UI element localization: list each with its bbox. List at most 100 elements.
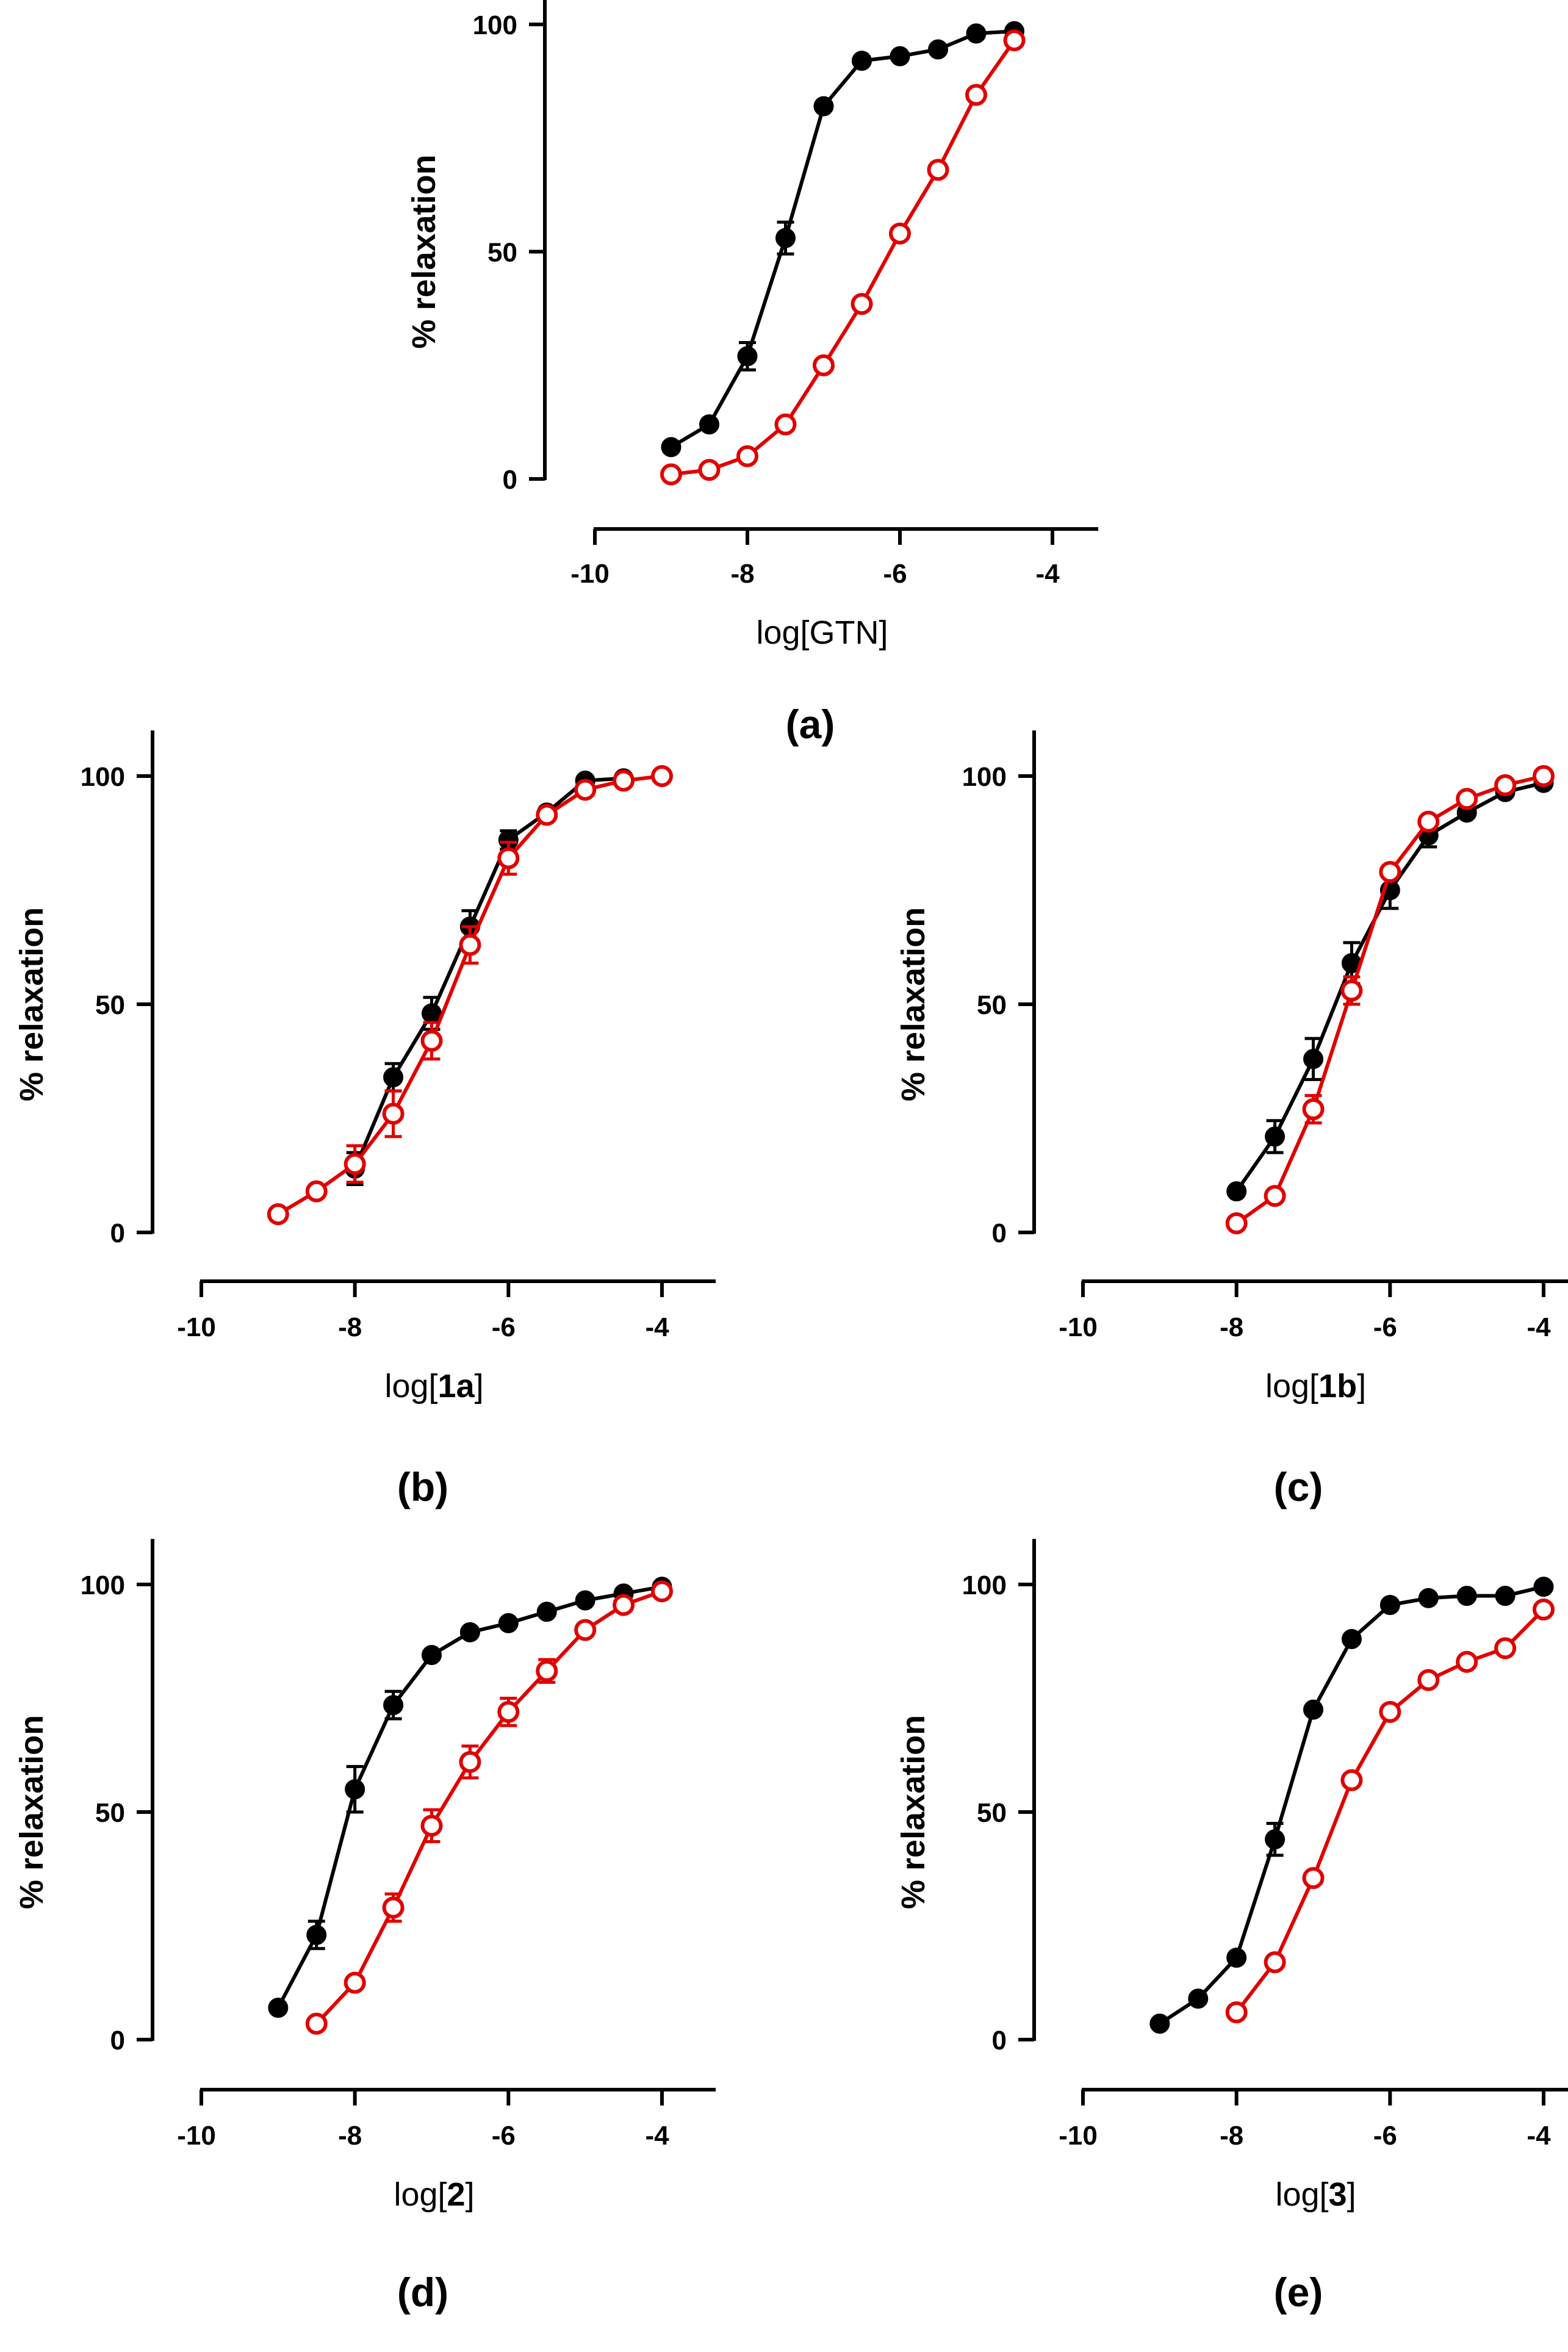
panel-a-x-tick-label: -6 [883, 559, 907, 589]
panel-e-point [1417, 1669, 1440, 1691]
panel-d-point [574, 1619, 597, 1641]
panel-e-point [1225, 2001, 1248, 2024]
panel-b-y-tick-label: 0 [110, 1218, 125, 1248]
panel-d-x-tick-label: -8 [338, 2121, 362, 2151]
panel-a-x-tick-label: -4 [1035, 559, 1060, 589]
panel-a-point [1003, 29, 1026, 52]
panel-e-y-label: % relaxation [895, 1715, 932, 1909]
panel-e-x-tick-label: -6 [1373, 2121, 1397, 2151]
panel-a-y-tick-label: 0 [503, 465, 517, 495]
panel-c-point [1302, 1098, 1325, 1121]
panel-e-label: (e) [1274, 2270, 1323, 2315]
panel-d-point [459, 1750, 481, 1773]
panel-a-x-tick-label: -10 [570, 559, 610, 589]
panel-b-y-label: % relaxation [13, 907, 50, 1101]
panel-e-point [1456, 1586, 1477, 1606]
panel-a-x-label-prefix: log[ [756, 614, 809, 651]
panel-b-point [613, 769, 635, 792]
panel-a-point [699, 414, 719, 435]
panel-c-point [1265, 1126, 1286, 1147]
panel-a-x-label-suffix: ] [879, 614, 888, 651]
panel-a-y-tick-label: 100 [473, 10, 517, 40]
panel-d-point [306, 1924, 327, 1945]
panel-a-label: (a) [786, 702, 835, 747]
panel-d-label: (d) [397, 2270, 448, 2315]
panel-a-point [737, 346, 758, 367]
panel-e-point [1494, 1637, 1517, 1660]
panel-e-x-label: log[3] [1275, 2176, 1356, 2213]
panel-b-label: (b) [397, 1464, 448, 1509]
panel-d-point [575, 1590, 595, 1611]
panel-b-x-label-prefix: log[ [384, 1368, 437, 1404]
panel-e-point [1533, 1577, 1554, 1597]
panel-d-point [383, 1695, 404, 1716]
panel-e-point [1149, 2013, 1170, 2034]
panel-e-point [1302, 1867, 1325, 1890]
panel-a-point [698, 459, 721, 481]
panel-e-point [1303, 1699, 1323, 1720]
panel-e-series-line [1159, 1584, 1544, 2026]
panel-b-x-tick-label: -6 [492, 1312, 516, 1342]
panel-d-x-tick-label: -10 [177, 2121, 216, 2151]
panel-c-point [1456, 788, 1478, 810]
panel-d-point [268, 1998, 289, 2018]
panel-c-point [1379, 861, 1401, 883]
panel-c-point [1340, 979, 1363, 1002]
panel-c-x-tick-label: -10 [1059, 1312, 1098, 1342]
panel-b-point [383, 1067, 404, 1088]
panel-e-y-tick-label: 0 [992, 2026, 1007, 2055]
panel-b-point [422, 1003, 442, 1024]
panel-d-y-tick-label: 100 [81, 1570, 125, 1600]
panel-e-point [1226, 1947, 1247, 1968]
panel-a-point [927, 159, 949, 181]
panel-e-x-label-compound: 3 [1329, 2176, 1347, 2213]
panel-a-series-line [670, 29, 1015, 449]
panel-d-point [536, 1660, 558, 1682]
panel-a-point [928, 39, 948, 60]
panel-b-x-tick-label: -8 [338, 1312, 362, 1342]
panel-d-point [305, 2012, 328, 2035]
panel-c-label: (c) [1274, 1464, 1323, 1509]
panel-a-point [852, 51, 872, 71]
panel-e-point [1379, 1595, 1400, 1616]
panel-d-x-label-suffix: ] [466, 2176, 475, 2213]
panel-d-x-tick-label: -4 [645, 2121, 669, 2151]
panel-e-point [1188, 1988, 1209, 2009]
panel-e-point [1379, 1700, 1401, 1723]
panel-c-point [1417, 810, 1440, 833]
panel-b-point [343, 1153, 366, 1175]
panel-d: 0 50 100 -10 -8 -6 -4 % relaxation log[2] (d) [13, 1539, 716, 2315]
panel-e-series-black [1149, 1577, 1554, 2034]
panel-e-x-label-suffix: ] [1347, 2176, 1356, 2213]
panel-e-point [1340, 1769, 1363, 1791]
panel-d-series-red [305, 1580, 673, 2035]
panel-b-point [305, 1180, 328, 1203]
panel-c-x-label-compound: 1b [1318, 1368, 1357, 1404]
panel-a-point [890, 46, 910, 67]
panel-b-series-line [277, 774, 663, 1216]
panel-c-point [1226, 1181, 1247, 1202]
panel-d-point [497, 1700, 520, 1723]
panel-d-point [613, 1594, 635, 1616]
panel-c-x-tick-label: -4 [1527, 1312, 1551, 1342]
panel-a-point [813, 354, 835, 376]
panel-c-y-tick-label: 0 [992, 1218, 1007, 1248]
panel-c-series-red [1225, 765, 1555, 1235]
panel-a-point [851, 293, 873, 315]
panel-b-point [536, 804, 558, 826]
panel-d-point [420, 1814, 443, 1837]
panel-e-x-tick-label: -4 [1527, 2121, 1551, 2151]
panel-e-x-tick-label: -10 [1059, 2121, 1098, 2151]
panel-a-point [965, 84, 987, 106]
panel-b: 0 50 100 -10 -8 -6 -4 % relaxation log[1a] (b) [13, 730, 716, 1509]
panel-d-x-label: log[2] [394, 2176, 474, 2213]
panel-c-y-tick-label: 100 [962, 762, 1007, 792]
panel-a-point [813, 96, 834, 117]
panel-b-point [651, 765, 673, 787]
panel-b-series-red [267, 765, 673, 1226]
panel-d-x-tick-label: -6 [492, 2121, 516, 2151]
panel-c-point [1225, 1212, 1248, 1235]
panel-a-x-label-compound: GTN [810, 614, 879, 651]
panel-c-point [1303, 1049, 1323, 1070]
